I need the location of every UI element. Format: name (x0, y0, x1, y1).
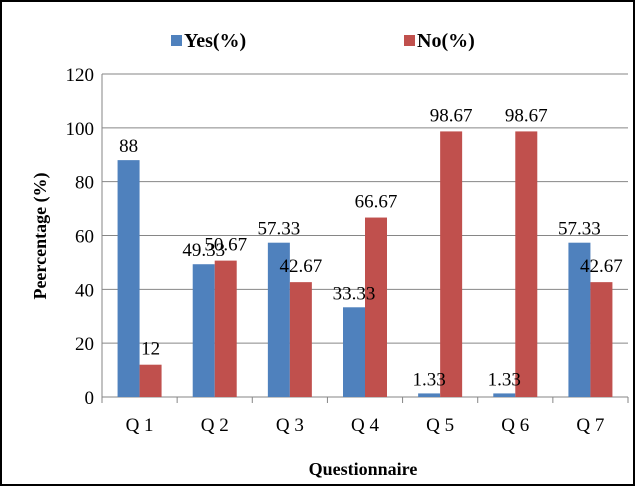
x-tick-label: Q 6 (501, 415, 529, 436)
y-tick-label: 120 (66, 65, 95, 86)
x-tick-label: Q 7 (576, 415, 604, 436)
legend: Yes(%) No(%) (171, 30, 475, 52)
legend-label-yes: Yes(%) (184, 30, 246, 52)
data-label: 1.33 (413, 369, 446, 390)
bar-no-5 (440, 131, 463, 397)
data-label: 49.33 (182, 240, 225, 261)
bar-no-4 (365, 217, 387, 397)
y-tick-label: 40 (75, 280, 94, 301)
data-label: 50.67 (204, 235, 247, 256)
bar-yes-1 (117, 160, 140, 397)
bar-no-6 (515, 131, 538, 397)
x-axis: Q 1 Q 2 Q 3 Q 4 Q 5 Q 6 Q 7 (101, 397, 629, 436)
bar-no-3 (289, 282, 312, 397)
data-label: 42.67 (279, 256, 322, 277)
bar-yes-6 (493, 393, 516, 397)
y-axis-title: Peercentage (%) (30, 172, 51, 299)
data-label: 98.67 (430, 105, 473, 126)
bar-yes-2 (192, 264, 215, 397)
data-label: 57.33 (558, 219, 601, 240)
data-label: 57.33 (257, 219, 300, 240)
y-axis-ticks: 0 20 40 60 80 100 120 (66, 65, 95, 409)
y-tick-label: 20 (75, 334, 94, 355)
x-tick-label: Q 3 (276, 415, 304, 436)
x-tick-label: Q 4 (351, 415, 379, 436)
data-label: 1.33 (488, 369, 521, 390)
data-label: 12 (141, 339, 160, 360)
data-label: 42.67 (580, 256, 623, 277)
y-tick-label: 100 (66, 119, 95, 140)
x-tick-label: Q 2 (201, 415, 229, 436)
legend-label-no: No(%) (417, 30, 475, 52)
bar-yes-7 (568, 242, 591, 397)
x-tick-label: Q 5 (426, 415, 454, 436)
legend-swatch-yes (171, 35, 182, 46)
bar-yes-5 (418, 393, 441, 397)
y-tick-label: 80 (75, 173, 94, 194)
data-label: 98.67 (505, 105, 548, 126)
bar-no-7 (590, 282, 613, 397)
bar-yes-4 (343, 307, 365, 397)
bar-yes-3 (267, 242, 290, 397)
legend-swatch-no (404, 35, 415, 46)
data-label: 33.33 (333, 283, 376, 304)
bar-no-2 (214, 260, 237, 397)
bar-no-1 (139, 364, 162, 397)
x-axis-title: Questionnaire (309, 459, 418, 479)
data-label: 66.67 (355, 192, 398, 213)
data-label: 88 (119, 136, 138, 157)
bars (117, 131, 613, 397)
y-tick-label: 60 (75, 227, 94, 248)
y-tick-label: 0 (85, 388, 95, 409)
x-tick-label: Q 1 (126, 415, 154, 436)
